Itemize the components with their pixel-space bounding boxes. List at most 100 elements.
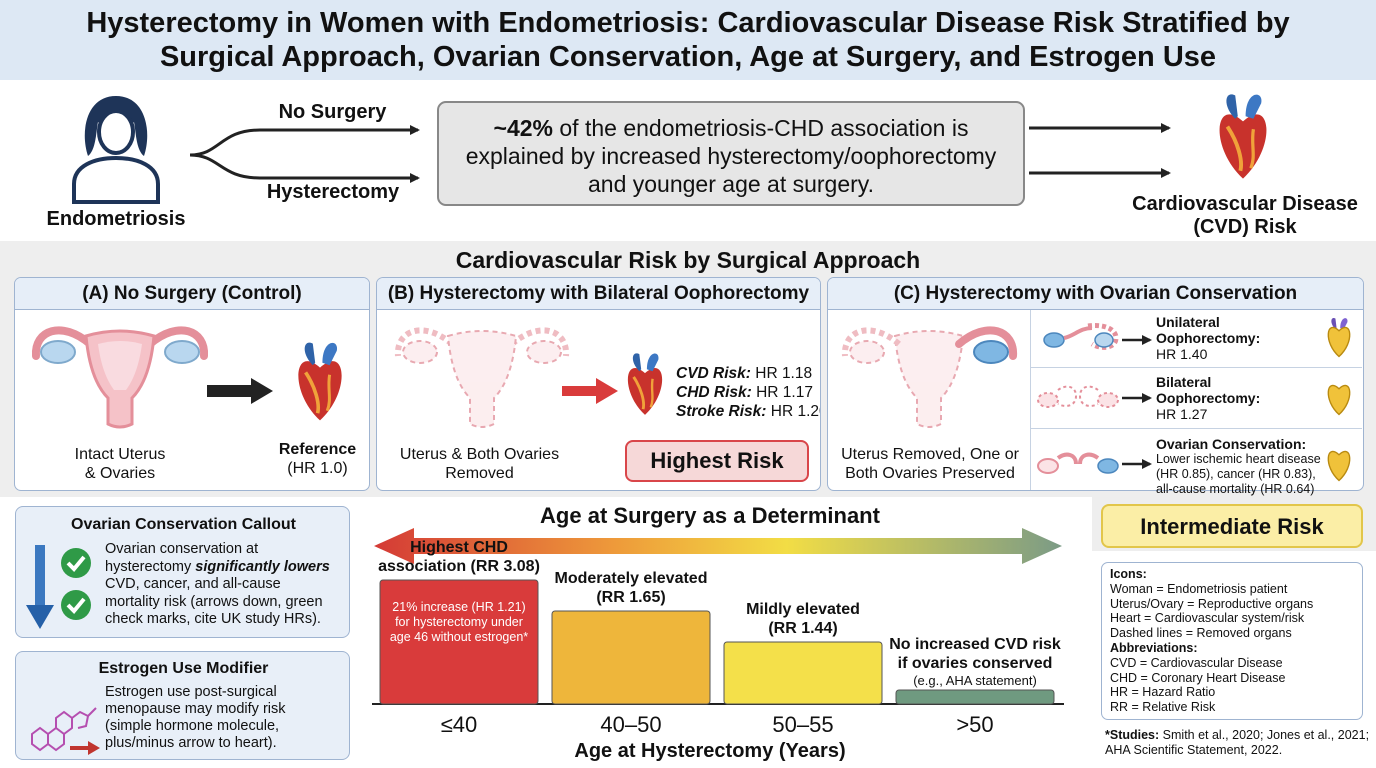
estrogen-callout-l2: menopause may modify risk bbox=[105, 701, 286, 717]
studies-text-1: Smith et al., 2020; Jones et al., 2021; bbox=[1159, 728, 1370, 742]
outcome-arrows bbox=[1029, 123, 1171, 178]
heart-icon bbox=[1327, 451, 1351, 482]
check-icon bbox=[61, 548, 91, 578]
stroke-risk-label: Stroke Risk: bbox=[676, 403, 767, 420]
age-bar-label: Moderately elevated (RR 1.65) bbox=[536, 569, 726, 607]
x-axis-label: Age at Hysterectomy (Years) bbox=[574, 740, 846, 762]
legend-icons-title: Icons: bbox=[1110, 567, 1147, 581]
age-bar-label: No increased CVD risk if ovaries conserve… bbox=[880, 635, 1070, 688]
legend-abbr-item: HR = Hazard Ratio bbox=[1110, 685, 1216, 700]
uterus-conserved-icon bbox=[841, 326, 1018, 428]
title-line-2: Surgical Approach, Ovarian Conservation,… bbox=[159, 41, 1217, 73]
unilateral-t1: Unilateral bbox=[1156, 314, 1220, 330]
conservation-line-2: (HR 0.85), cancer (HR 0.83), bbox=[1156, 467, 1316, 481]
conservation-title: Ovarian Conservation: bbox=[1156, 436, 1307, 452]
association-line-1-rest: of the endometriosis-CHD association is bbox=[553, 115, 969, 141]
risk-arrow bbox=[562, 378, 618, 404]
panel-bilateral-oophorectomy: (B) Hysterectomy with Bilateral Oophorec… bbox=[376, 277, 821, 491]
patient-label: Endometriosis bbox=[46, 208, 186, 230]
heart-icon bbox=[1327, 385, 1351, 416]
legend-icon-item: Heart = Cardiovascular system/risk bbox=[1110, 611, 1305, 626]
age-bar-label-line: Highest CHD bbox=[410, 539, 508, 556]
chd-risk-value: HR 1.17 bbox=[751, 384, 813, 401]
ovarian-conservation-callout: Ovarian Conservation Callout Ovarian con… bbox=[15, 506, 350, 638]
legend-abbr-item: CVD = Cardiovascular Disease bbox=[1110, 655, 1283, 670]
arrow-down-icon bbox=[26, 545, 54, 629]
estrogen-callout-l4: plus/minus arrow to heart). bbox=[105, 735, 277, 751]
arrow-right-icon bbox=[1122, 393, 1152, 403]
panel-c-caption: Uterus Removed, One or Both Ovaries Pres… bbox=[832, 445, 1028, 483]
legend-abbr-item: RR = Relative Risk bbox=[1110, 700, 1216, 715]
age-gradient-arrow bbox=[374, 528, 1062, 564]
studies-line-2: AHA Scientific Statement, 2022. bbox=[1105, 743, 1283, 757]
studies-note: *Studies: Smith et al., 2020; Jones et a… bbox=[1105, 728, 1373, 758]
age-bar-label: Highest CHD association (RR 3.08) bbox=[364, 538, 554, 576]
age-bar-label-line: association (RR 3.08) bbox=[378, 558, 540, 575]
estrogen-callout-title: Estrogen Use Modifier bbox=[98, 660, 269, 677]
highest-risk-badge: Highest Risk bbox=[625, 440, 809, 482]
association-line-3: and younger age at surgery. bbox=[588, 171, 874, 197]
chd-risk-label: CHD Risk: bbox=[676, 384, 752, 401]
cvd-risk-label: CVD Risk: bbox=[676, 365, 751, 382]
outcome-line-1: Cardiovascular Disease bbox=[1132, 193, 1358, 215]
association-line-1: ~42% of the endometriosis-CHD associatio… bbox=[439, 114, 1023, 142]
panel-b-risks: CVD Risk: HR 1.18 CHD Risk: HR 1.17 Stro… bbox=[676, 364, 820, 421]
ovarian-callout-l4: mortality risk (arrows down, green bbox=[105, 593, 323, 610]
outcome-label: Cardiovascular Disease (CVD) Risk bbox=[1130, 193, 1360, 239]
legend-box: Icons: Woman = Endometriosis patient Ute… bbox=[1101, 562, 1363, 720]
age-bar-label-line: (e.g., AHA statement) bbox=[913, 673, 1037, 688]
uterus-intact-icon bbox=[25, 320, 215, 440]
cvd-risk: CVD Risk: HR 1.18 bbox=[676, 364, 820, 383]
x-tick-label: 40–50 bbox=[600, 712, 662, 737]
unilateral-row: Unilateral Oophorectomy: HR 1.40 bbox=[1156, 314, 1286, 362]
arrow-right-icon bbox=[1122, 459, 1152, 469]
ovarian-callout-l2b: significantly lowers bbox=[195, 558, 330, 575]
legend-icon-item: Woman = Endometriosis patient bbox=[1110, 581, 1288, 596]
estrogen-callout-l1: Estrogen use post-surgical bbox=[105, 684, 277, 700]
association-box: ~42% of the endometriosis-CHD associatio… bbox=[437, 101, 1025, 206]
studies-label: *Studies: bbox=[1105, 728, 1160, 742]
panel-c-header: (C) Hysterectomy with Ovarian Conservati… bbox=[828, 278, 1363, 310]
woman-icon bbox=[66, 92, 166, 204]
legend-icon-item: Uterus/Ovary = Reproductive organs bbox=[1110, 596, 1314, 611]
age-bar-inner-line: 21% increase (HR 1.21) bbox=[392, 600, 526, 614]
title-band: Hysterectomy in Women with Endometriosis… bbox=[0, 0, 1376, 80]
panel-c-caption-1: Uterus Removed, One or bbox=[841, 446, 1019, 463]
age-bar-1 bbox=[551, 610, 711, 705]
association-percent: ~42% bbox=[493, 115, 553, 141]
x-tick-label: ≤40 bbox=[440, 712, 478, 737]
age-bars bbox=[372, 579, 1064, 705]
ovarian-callout-l2a: hysterectomy bbox=[105, 558, 196, 575]
studies-line-1: *Studies: Smith et al., 2020; Jones et a… bbox=[1105, 728, 1373, 743]
bilateral-ovary-icon bbox=[1037, 385, 1119, 408]
heart-icon bbox=[1327, 317, 1351, 358]
age-bar-label-line: No increased CVD risk bbox=[889, 636, 1061, 653]
branch-label-no-surgery: No Surgery bbox=[278, 101, 387, 123]
cvd-risk-value: HR 1.18 bbox=[750, 365, 813, 382]
estrogen-use-callout: Estrogen Use Modifier Estrogen use post-… bbox=[15, 651, 350, 760]
intermediate-risk-badge: Intermediate Risk bbox=[1101, 504, 1363, 548]
age-bar-0 bbox=[379, 579, 539, 705]
arrow-right-icon bbox=[1122, 335, 1152, 345]
conservation-line-1: Lower ischemic heart disease bbox=[1156, 452, 1321, 466]
panel-b-caption-1: Uterus & Both Ovaries bbox=[399, 446, 560, 463]
conservation-line-3: all-cause mortality (HR 0.64) bbox=[1156, 482, 1315, 496]
age-bar-label-line: Mildly elevated bbox=[746, 601, 860, 618]
age-bar-inner-line: for hysterectomy under bbox=[395, 615, 523, 629]
heart-icon bbox=[1217, 92, 1269, 181]
reference-title: Reference bbox=[278, 441, 357, 458]
reference-label: Reference (HR 1.0) bbox=[265, 440, 369, 478]
panel-no-surgery: (A) No Surgery (Control) Intact Uterus &… bbox=[14, 277, 370, 491]
check-icon bbox=[61, 590, 91, 620]
ovarian-callout-l1: Ovarian conservation at bbox=[105, 541, 259, 557]
ovarian-callout-title: Ovarian Conservation Callout bbox=[71, 516, 296, 533]
panel-c-row-divider-2 bbox=[1030, 428, 1362, 429]
legend-abbr-title: Abbreviations: bbox=[1110, 640, 1198, 655]
uterus-removed-icon bbox=[394, 327, 570, 428]
age-bar-label-line: (RR 1.65) bbox=[596, 589, 666, 606]
age-bar-label: Mildly elevated (RR 1.44) bbox=[708, 600, 898, 638]
ovarian-callout-text: Ovarian conservation at hysterectomy sig… bbox=[105, 541, 349, 629]
unilateral-ovary-icon bbox=[1043, 323, 1119, 350]
panel-b-caption-2: Removed bbox=[445, 465, 514, 482]
ovarian-callout-l5: check marks, cite UK study HRs). bbox=[105, 611, 321, 627]
